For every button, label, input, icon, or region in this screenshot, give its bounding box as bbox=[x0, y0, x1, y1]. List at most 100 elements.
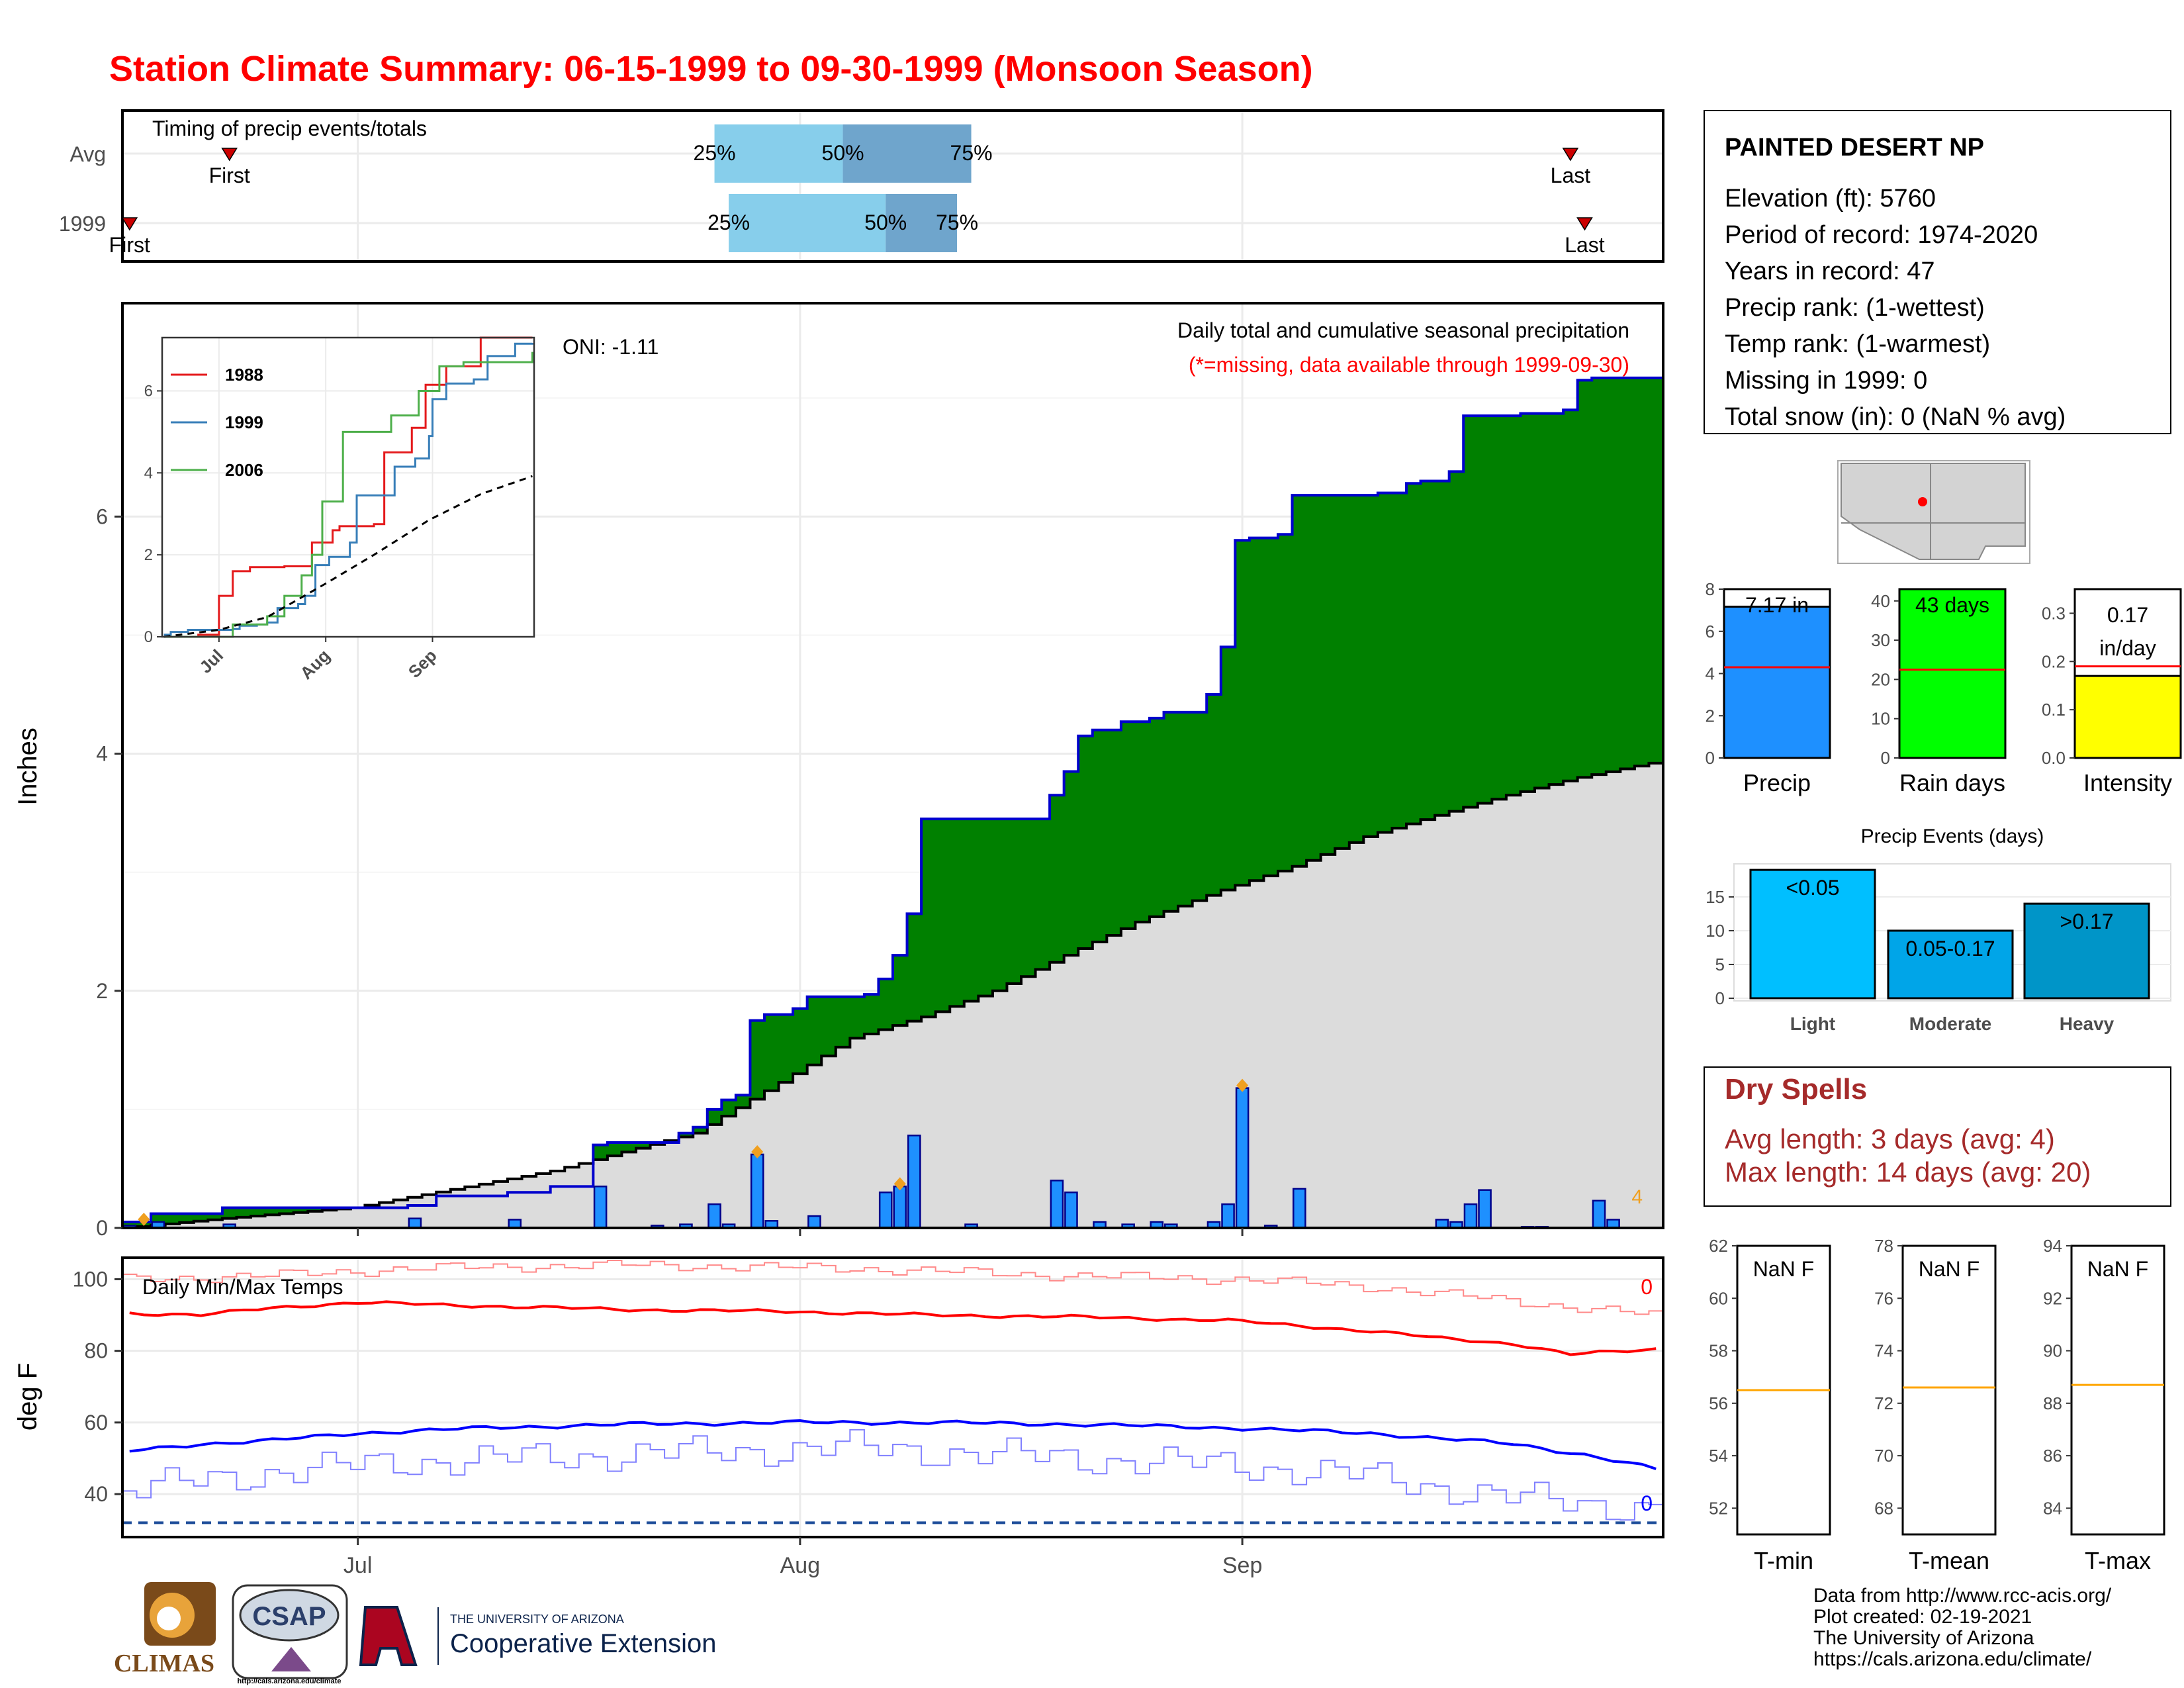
missing-data-marker bbox=[1236, 1078, 1249, 1092]
y-tick-label: 0 bbox=[96, 1216, 108, 1240]
mini-bar-fill bbox=[1723, 605, 1831, 759]
missing-data-marker bbox=[893, 1177, 906, 1191]
timing-label: Timing of precip events/totals bbox=[152, 117, 427, 140]
footer-line: Data from http://www.rcc-acis.org/ bbox=[1813, 1585, 2112, 1607]
timing-quartile-bar-high bbox=[842, 124, 972, 183]
mini-bar-tick-label: 0.1 bbox=[2042, 700, 2066, 720]
missing-note: (*=missing, data available through 1999-… bbox=[1189, 353, 1629, 377]
daily-precip-bar bbox=[1592, 1199, 1606, 1229]
timing-quartile-bar-low bbox=[729, 194, 886, 252]
events-tick-label: 5 bbox=[1715, 955, 1725, 974]
precip-events-chart: Precip Events (days) 0 5 10 15 <0.05 Light 0.05… bbox=[1706, 825, 2171, 1034]
temp-x-tick-label: Aug bbox=[780, 1553, 821, 1578]
temp-box-frame bbox=[1901, 1244, 1997, 1536]
temp-box-tick-label: 52 bbox=[1709, 1498, 1728, 1518]
record-max-line bbox=[122, 1259, 1663, 1315]
mini-bar-label: Rain days bbox=[1899, 769, 2005, 796]
mini-bar-tick-label: 40 bbox=[1871, 591, 1890, 611]
timing-event-label: First bbox=[109, 233, 150, 257]
station-frame bbox=[1704, 110, 2171, 434]
temp-box-tick-label: 62 bbox=[1709, 1236, 1728, 1256]
mini-bar-tick-label: 8 bbox=[1706, 579, 1715, 599]
daily-precip-bar bbox=[907, 1135, 921, 1229]
temp-box-tick-label: 94 bbox=[2043, 1236, 2062, 1256]
temp-box-tick-label: 86 bbox=[2043, 1446, 2062, 1466]
daily-precip-bar bbox=[1463, 1203, 1478, 1229]
max-missing-count: 0 bbox=[1641, 1275, 1653, 1299]
csap-logo-text: CSAP bbox=[252, 1602, 326, 1631]
csap-cloud-icon bbox=[239, 1589, 340, 1642]
temp-x-tick-label: Sep bbox=[1222, 1553, 1263, 1578]
temp-box-value: NaN F bbox=[1753, 1257, 1814, 1281]
events-bar bbox=[1887, 929, 2014, 1000]
events-bar bbox=[2023, 902, 2150, 1000]
temp-y-tick-label: 100 bbox=[73, 1267, 108, 1291]
daily-precip-bar bbox=[893, 1186, 907, 1229]
inset-legend-label: 1999 bbox=[225, 412, 263, 432]
events-bar-label: <0.05 bbox=[1786, 876, 1840, 900]
timing-pct-label: 75% bbox=[950, 141, 993, 165]
y-tick-label: 4 bbox=[96, 742, 108, 766]
temp-box-tick-label: 88 bbox=[2043, 1393, 2062, 1413]
inset-y-tick-label: 4 bbox=[144, 464, 153, 482]
mini-bar-value-unit: in/day bbox=[2099, 636, 2156, 660]
avg-min-temp-line bbox=[129, 1419, 1657, 1470]
missing-data-marker bbox=[751, 1145, 764, 1158]
dry-spells-title: Dry Spells bbox=[1725, 1073, 1867, 1105]
ua-logo-big-text: Cooperative Extension bbox=[450, 1629, 716, 1658]
events-bar-label: 0.05-0.17 bbox=[1905, 937, 1995, 961]
mini-bar-tick-label: 0.0 bbox=[2042, 748, 2066, 768]
csap-url: http://cals.arizona.edu/climate bbox=[237, 1677, 341, 1685]
temp-box-tick-label: 72 bbox=[1874, 1393, 1893, 1413]
inset-legend-label: 2006 bbox=[225, 460, 263, 480]
station-info-box: PAINTED DESERT NP Elevation (ft): 5760 Per… bbox=[1704, 110, 2171, 434]
mini-bar-tick-label: 0 bbox=[1881, 748, 1890, 768]
events-tick-label: 10 bbox=[1706, 921, 1725, 941]
mini-bar-tick-label: 10 bbox=[1871, 709, 1890, 729]
events-category-label: Light bbox=[1790, 1013, 1835, 1034]
timing-event-label: Last bbox=[1565, 233, 1605, 257]
timing-pct-label: 25% bbox=[707, 211, 750, 234]
temp-y-axis-label: deg F bbox=[13, 1363, 42, 1430]
inset-y-tick-label: 6 bbox=[144, 382, 153, 400]
missing-data-marker bbox=[138, 1213, 150, 1227]
mini-bar-tick-label: 0.3 bbox=[2042, 603, 2066, 623]
temp-frame bbox=[121, 1256, 1664, 1538]
mini-bar-tick-label: 2 bbox=[1706, 706, 1715, 726]
temp-box-tick-label: 68 bbox=[1874, 1498, 1893, 1518]
timing-event-label: Last bbox=[1551, 164, 1591, 187]
inset-series-line bbox=[163, 342, 533, 636]
daily-precip-bar bbox=[1235, 1087, 1250, 1229]
events-bar bbox=[1749, 868, 1876, 1000]
record-min-line bbox=[122, 1429, 1663, 1521]
daily-precip-bar bbox=[707, 1203, 721, 1229]
station-info-line: Total snow (in): 0 (NaN % avg) bbox=[1725, 403, 2066, 431]
y-tick-label: 6 bbox=[96, 504, 108, 528]
daily-precip-bar bbox=[1293, 1188, 1306, 1229]
temp-box-tick-label: 78 bbox=[1874, 1236, 1893, 1256]
daily-precip-bar bbox=[807, 1215, 821, 1229]
temp-box-tick-label: 84 bbox=[2043, 1498, 2062, 1518]
timing-event-marker bbox=[221, 148, 238, 162]
temp-y-tick-label: 40 bbox=[84, 1482, 108, 1506]
mini-bar-value: 7.17 in bbox=[1745, 593, 1809, 617]
events-tick-label: 15 bbox=[1706, 887, 1725, 907]
min-missing-count: 0 bbox=[1641, 1491, 1653, 1515]
mini-bar-fill bbox=[2073, 675, 2182, 759]
station-info-line: Period of record: 1974-2020 bbox=[1725, 221, 2038, 249]
plot-frame bbox=[121, 302, 1664, 1229]
logos: CLIMAS CSAP http://cals.arizona.edu/climat… bbox=[114, 1582, 716, 1685]
temperature-chart: 40 60 80 100 Jul Aug Sep deg F Daily Min/Max Tem… bbox=[13, 1256, 1664, 1578]
temp-box-tick-label: 92 bbox=[2043, 1288, 2062, 1308]
temp-y-tick-label: 60 bbox=[84, 1411, 108, 1434]
location-map bbox=[1837, 460, 2030, 564]
temp-box-tick-label: 60 bbox=[1709, 1288, 1728, 1308]
temp-box-value: NaN F bbox=[2087, 1257, 2148, 1281]
temp-box-tick-label: 58 bbox=[1709, 1341, 1728, 1361]
dry-spells-max: Max length: 14 days (avg: 20) bbox=[1725, 1156, 2091, 1188]
station-info-line: Elevation (ft): 5760 bbox=[1725, 185, 1936, 212]
timing-quartile-bar-low bbox=[714, 124, 843, 183]
events-category-label: Heavy bbox=[2060, 1013, 2115, 1034]
events-title: Precip Events (days) bbox=[1861, 825, 2044, 847]
ua-logo-small-text: THE UNIVERSITY OF ARIZONA bbox=[450, 1613, 624, 1626]
